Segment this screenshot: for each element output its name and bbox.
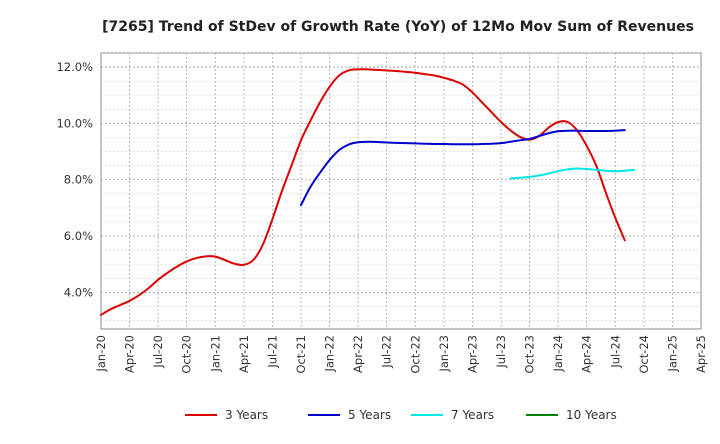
x-tick-label: Apr-25 [694,335,708,373]
x-tick-label: Jul-20 [151,335,165,369]
legend-label-5-years: 5 Years [348,408,391,422]
y-axis-ticks: 4.0% 6.0% 8.0% 10.0% 12.0% [56,60,93,299]
x-tick-label: Jan-24 [551,335,565,373]
y-tick-label: 10.0% [56,116,93,130]
legend-label-3-years: 3 Years [225,408,268,422]
series-line-7-years [509,167,636,180]
y-tick-label: 12.0% [56,60,93,74]
legend-label-7-years: 7 Years [451,408,494,422]
series-line-5-years [300,129,626,207]
y-tick-label: 6.0% [64,229,93,243]
x-tick-label: Jan-22 [323,335,337,373]
x-tick-label: Jan-23 [437,335,451,373]
x-tick-label: Jan-20 [94,335,108,373]
x-tick-label: Oct-23 [523,335,537,374]
legend-label-10-years: 10 Years [566,408,617,422]
x-tick-label: Apr-20 [123,335,137,373]
x-tick-label: Apr-22 [351,335,365,373]
x-tick-label: Apr-24 [580,335,594,373]
x-tick-label: Oct-20 [180,335,194,374]
x-tick-label: Jul-21 [265,335,279,369]
x-tick-label: Jan-21 [208,335,222,373]
y-tick-label: 8.0% [64,173,93,187]
legend: 3 Years 5 Years 7 Years 10 Years [185,408,617,422]
x-tick-label: Apr-21 [237,335,251,373]
x-tick-label: Oct-21 [294,335,308,374]
x-tick-label: Oct-24 [637,335,651,374]
chart-title: [7265] Trend of StDev of Growth Rate (Yo… [102,19,694,35]
y-tick-label: 4.0% [64,285,93,299]
x-tick-label: Jan-25 [665,335,679,373]
x-tick-label: Jul-23 [494,335,508,369]
x-tick-label: Jul-24 [608,335,622,369]
plot-area [100,52,702,330]
x-tick-label: Apr-23 [465,335,479,373]
x-tick-label: Jul-22 [380,335,394,369]
x-axis-ticks: Jan-20 Apr-20 Jul-20 Oct-20 Jan-21 Apr-21 Jul-… [94,335,708,374]
x-tick-label: Oct-22 [408,335,422,374]
series-layer [100,68,636,316]
